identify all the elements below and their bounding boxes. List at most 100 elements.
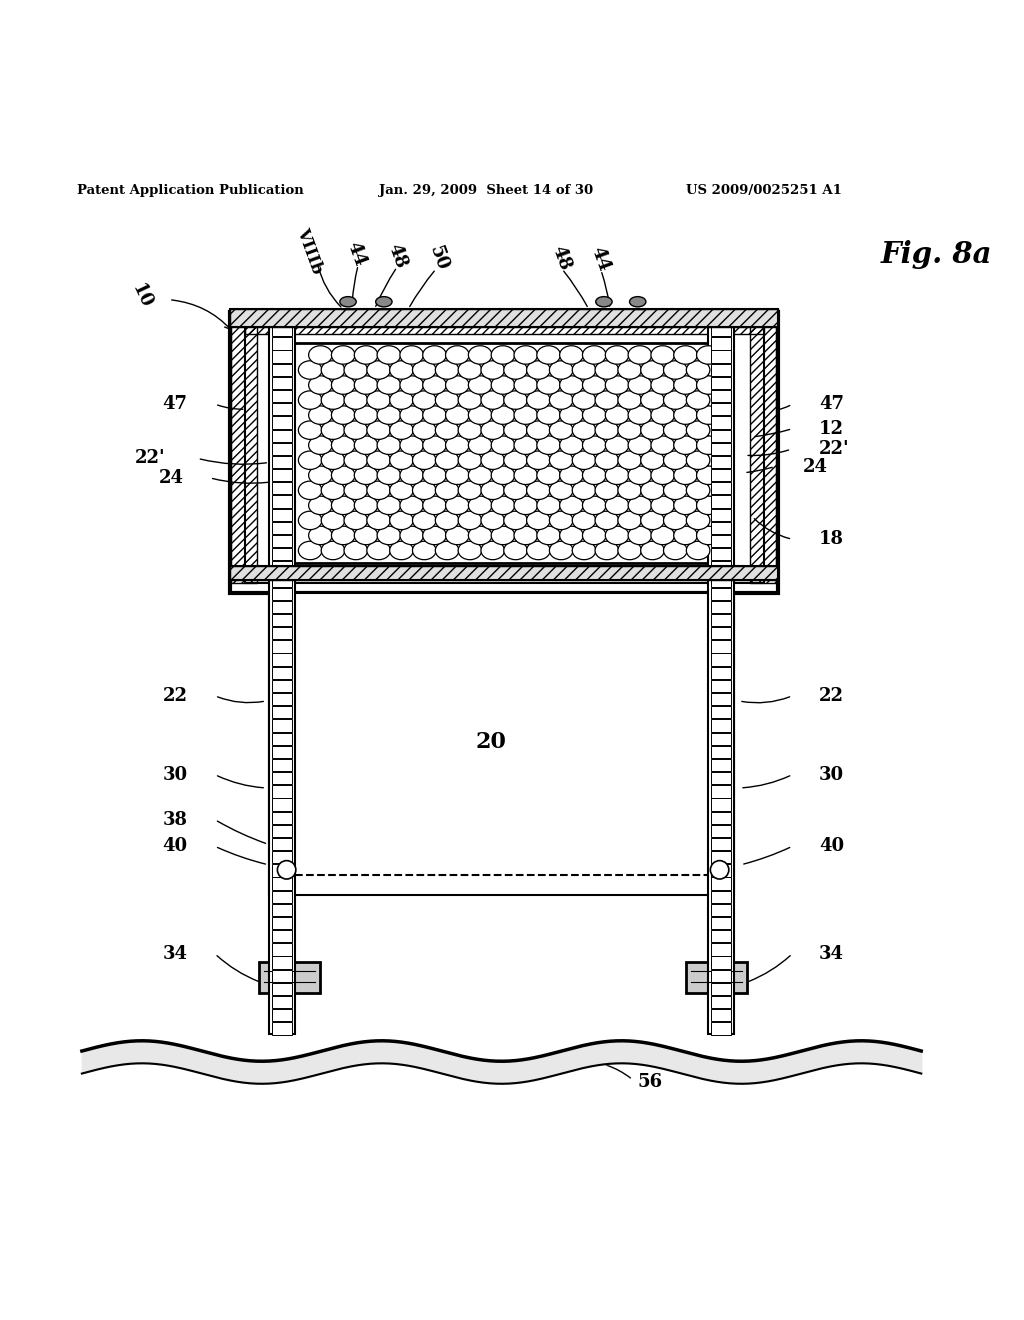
Ellipse shape <box>344 391 368 409</box>
Bar <box>712 931 731 942</box>
Ellipse shape <box>413 511 436 529</box>
Ellipse shape <box>308 436 332 454</box>
Ellipse shape <box>560 346 584 364</box>
Ellipse shape <box>377 376 400 395</box>
Ellipse shape <box>308 407 332 424</box>
Ellipse shape <box>322 391 345 409</box>
Ellipse shape <box>583 527 606 545</box>
Ellipse shape <box>481 480 505 499</box>
Bar <box>230 566 778 581</box>
Ellipse shape <box>298 391 322 409</box>
Ellipse shape <box>628 346 651 364</box>
Ellipse shape <box>504 391 527 409</box>
Ellipse shape <box>686 451 710 470</box>
Ellipse shape <box>367 511 390 529</box>
Bar <box>712 482 731 495</box>
Ellipse shape <box>298 511 322 529</box>
Ellipse shape <box>550 541 573 560</box>
Bar <box>712 455 731 469</box>
Bar <box>712 944 731 956</box>
Bar <box>272 957 292 969</box>
Ellipse shape <box>696 436 720 454</box>
Ellipse shape <box>526 421 550 440</box>
Ellipse shape <box>526 541 550 560</box>
Ellipse shape <box>583 376 606 395</box>
Bar <box>272 865 292 876</box>
Ellipse shape <box>492 376 515 395</box>
Text: 44: 44 <box>343 239 369 268</box>
Bar <box>245 312 764 334</box>
Ellipse shape <box>468 407 492 424</box>
Ellipse shape <box>445 527 469 545</box>
Ellipse shape <box>560 527 584 545</box>
Ellipse shape <box>641 421 665 440</box>
Bar <box>272 917 292 929</box>
Bar <box>272 904 292 916</box>
Bar <box>272 640 292 652</box>
Text: 30: 30 <box>819 766 844 784</box>
Bar <box>272 351 292 363</box>
Circle shape <box>711 861 729 879</box>
Ellipse shape <box>651 496 675 515</box>
Ellipse shape <box>332 346 355 364</box>
Ellipse shape <box>400 346 424 364</box>
Ellipse shape <box>560 407 584 424</box>
Bar <box>712 851 731 863</box>
Ellipse shape <box>377 466 400 484</box>
Ellipse shape <box>377 527 400 545</box>
Ellipse shape <box>537 436 560 454</box>
Bar <box>712 640 731 652</box>
Text: US 2009/0025251 A1: US 2009/0025251 A1 <box>686 183 842 197</box>
Text: 34: 34 <box>819 945 844 962</box>
Bar <box>272 746 292 758</box>
Bar <box>272 693 292 705</box>
Ellipse shape <box>526 451 550 470</box>
Bar <box>272 535 292 548</box>
Ellipse shape <box>526 511 550 529</box>
Ellipse shape <box>354 407 378 424</box>
Bar <box>712 535 731 548</box>
Ellipse shape <box>514 527 538 545</box>
Ellipse shape <box>583 346 606 364</box>
Ellipse shape <box>468 527 492 545</box>
Ellipse shape <box>367 480 390 499</box>
Ellipse shape <box>377 436 400 454</box>
Ellipse shape <box>435 451 459 470</box>
Ellipse shape <box>377 407 400 424</box>
Ellipse shape <box>617 511 641 529</box>
Bar <box>272 561 292 574</box>
Ellipse shape <box>435 391 459 409</box>
Ellipse shape <box>413 421 436 440</box>
Ellipse shape <box>617 421 641 440</box>
Ellipse shape <box>664 391 687 409</box>
Ellipse shape <box>390 421 414 440</box>
Ellipse shape <box>423 407 446 424</box>
Bar <box>272 680 292 692</box>
Bar <box>272 772 292 784</box>
Text: 38: 38 <box>163 810 187 829</box>
Ellipse shape <box>308 346 332 364</box>
Ellipse shape <box>550 391 573 409</box>
Ellipse shape <box>481 360 505 379</box>
Bar <box>272 627 292 639</box>
Bar <box>272 851 292 863</box>
Ellipse shape <box>445 496 469 515</box>
Bar <box>272 719 292 731</box>
Ellipse shape <box>332 527 355 545</box>
Text: 24: 24 <box>160 469 184 487</box>
Ellipse shape <box>458 480 481 499</box>
Bar <box>712 1023 731 1035</box>
Bar <box>712 325 731 337</box>
Text: 22: 22 <box>163 686 187 705</box>
Bar <box>712 680 731 692</box>
Bar <box>712 891 731 903</box>
Text: Jan. 29, 2009  Sheet 14 of 30: Jan. 29, 2009 Sheet 14 of 30 <box>379 183 593 197</box>
Bar <box>712 799 731 810</box>
Bar <box>272 733 292 744</box>
Bar <box>272 601 292 612</box>
Ellipse shape <box>651 346 675 364</box>
Ellipse shape <box>641 451 665 470</box>
Bar <box>272 970 292 982</box>
Ellipse shape <box>674 466 697 484</box>
Ellipse shape <box>572 511 596 529</box>
